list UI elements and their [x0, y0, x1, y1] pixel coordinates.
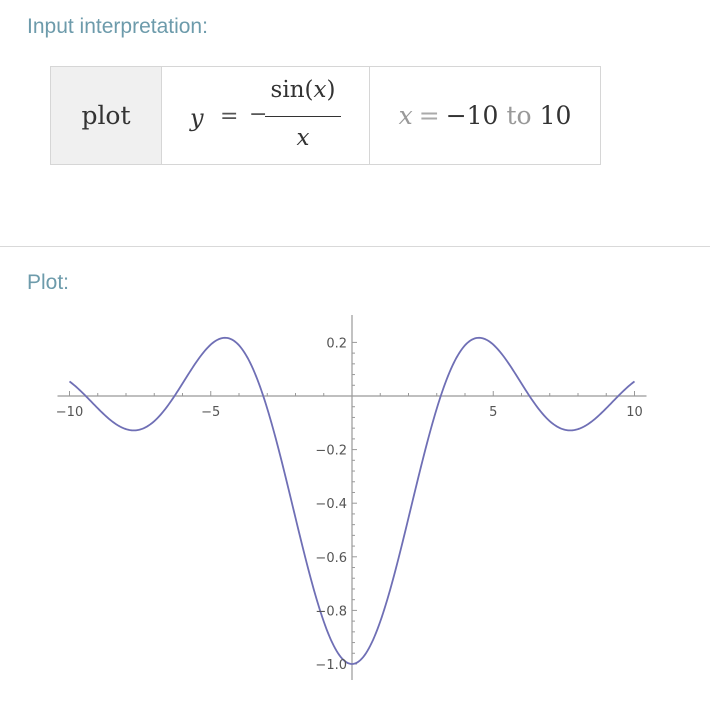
plot-chart: −10 −5 5 10 0.2 −0.2 −0.4 −0.6 −0.8 −1.0 — [56, 315, 647, 680]
command-label: plot — [81, 101, 131, 130]
function-curve — [68, 336, 636, 665]
formula-denominator: x — [296, 125, 310, 151]
formula-minus: − — [249, 102, 268, 127]
x-tick-label: −10 — [56, 405, 83, 420]
axes — [57, 315, 647, 680]
command-cell: plot — [51, 67, 162, 164]
formula-lhs: y — [190, 104, 204, 132]
fraction-bar — [265, 116, 341, 117]
x-tick-label: 10 — [626, 405, 643, 420]
input-interpretation-table: plot y = − sin(x) x x = −10 to 10 — [50, 66, 601, 165]
numerator-variable: x — [313, 77, 327, 103]
y-tick-label: −0.2 — [315, 444, 347, 459]
y-tick-label: 0.2 — [326, 336, 347, 351]
curve-layer — [68, 336, 636, 665]
range-equals: = — [418, 101, 440, 130]
y-tick-label: −0.6 — [315, 551, 347, 566]
tick-labels: −10 −5 5 10 0.2 −0.2 −0.4 −0.6 −0.8 −1.0 — [56, 336, 643, 673]
formula-cell: y = − sin(x) x — [162, 67, 370, 164]
range-variable: x — [398, 101, 413, 130]
range-cell: x = −10 to 10 — [370, 67, 600, 164]
pod-divider — [0, 246, 710, 247]
formula-numerator: sin(x) — [265, 77, 341, 103]
y-tick-label: −0.4 — [315, 497, 347, 512]
y-tick-label: −0.8 — [315, 604, 347, 619]
input-interpretation-title: Input interpretation: — [27, 15, 208, 38]
y-tick-label: −1.0 — [315, 658, 347, 673]
formula-equals: = — [220, 104, 239, 129]
x-tick-label: −5 — [201, 405, 220, 420]
numerator-close: ) — [326, 77, 336, 103]
range-to: 10 — [539, 101, 572, 130]
x-tick-label: 5 — [489, 405, 497, 420]
plot-title: Plot: — [27, 271, 70, 294]
range-from: −10 — [445, 101, 499, 130]
range-to-word: to — [506, 101, 532, 130]
numerator-function: sin( — [270, 77, 314, 103]
